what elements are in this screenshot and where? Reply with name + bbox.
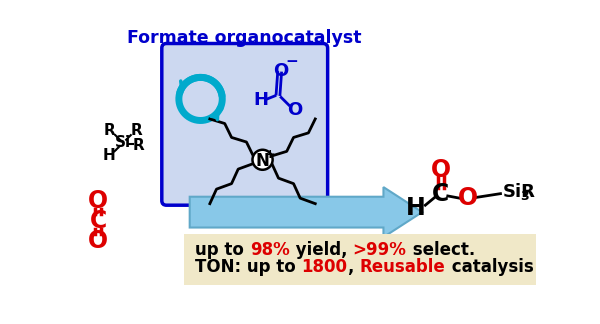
Text: yield,: yield, bbox=[290, 241, 353, 259]
Text: H: H bbox=[103, 148, 115, 163]
Text: C: C bbox=[89, 209, 107, 233]
Text: 98%: 98% bbox=[250, 241, 290, 259]
Text: H: H bbox=[254, 91, 269, 110]
Text: catalysis: catalysis bbox=[446, 258, 533, 276]
Text: O: O bbox=[88, 229, 109, 253]
Text: N: N bbox=[256, 152, 269, 169]
Text: R: R bbox=[131, 123, 143, 138]
Text: 3: 3 bbox=[521, 190, 529, 203]
Text: O: O bbox=[274, 62, 289, 80]
Text: H: H bbox=[406, 196, 426, 220]
Text: TON: up to: TON: up to bbox=[195, 258, 302, 276]
FancyBboxPatch shape bbox=[184, 234, 536, 285]
Text: Si: Si bbox=[115, 135, 131, 150]
Text: 1800: 1800 bbox=[302, 258, 347, 276]
Text: +: + bbox=[264, 148, 275, 161]
Text: R: R bbox=[133, 138, 145, 153]
Text: Reusable: Reusable bbox=[360, 258, 446, 276]
Text: >99%: >99% bbox=[353, 241, 407, 259]
Text: SiR: SiR bbox=[503, 183, 536, 201]
Text: O: O bbox=[88, 189, 109, 213]
Text: −: − bbox=[286, 54, 298, 69]
Text: O: O bbox=[287, 101, 303, 119]
Text: select.: select. bbox=[407, 241, 475, 259]
Text: O: O bbox=[431, 158, 451, 182]
Text: ,: , bbox=[347, 258, 360, 276]
Text: O: O bbox=[458, 186, 478, 210]
FancyArrow shape bbox=[190, 187, 422, 237]
Text: C: C bbox=[432, 182, 449, 206]
Text: up to: up to bbox=[195, 241, 250, 259]
Text: Formate organocatalyst: Formate organocatalyst bbox=[127, 29, 362, 47]
Circle shape bbox=[253, 150, 272, 170]
FancyBboxPatch shape bbox=[162, 43, 328, 205]
Text: R: R bbox=[104, 123, 116, 138]
